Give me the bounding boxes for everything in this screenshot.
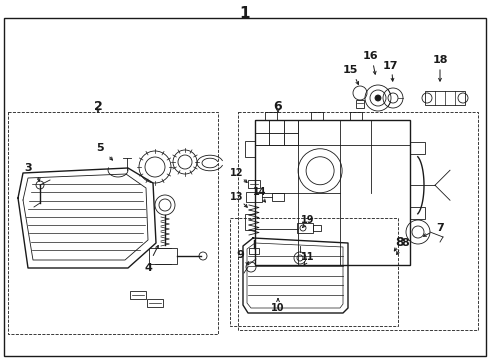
Text: 6: 6 [274, 100, 282, 113]
Text: 15: 15 [343, 65, 358, 75]
Bar [270, 132, 284, 145]
Bar [272, 193, 284, 201]
Bar [230, 218, 398, 326]
Bar [425, 91, 465, 105]
Circle shape [375, 95, 381, 101]
Bar [284, 120, 298, 132]
Bar [270, 120, 284, 132]
Bar [149, 248, 177, 264]
Text: 17: 17 [382, 61, 398, 71]
Text: 13: 13 [230, 192, 244, 202]
Bar [410, 142, 425, 154]
Bar [130, 291, 146, 299]
Text: 9: 9 [236, 250, 244, 260]
Text: 19: 19 [301, 215, 315, 225]
Bar [284, 132, 298, 145]
Bar [255, 120, 270, 132]
Text: 18: 18 [432, 55, 448, 65]
Bar [245, 213, 255, 230]
Bar [265, 112, 276, 120]
Bar [313, 225, 321, 231]
Bar [238, 112, 478, 330]
Text: 10: 10 [271, 303, 285, 313]
Text: 11: 11 [301, 252, 315, 262]
Bar [350, 112, 362, 120]
Bar [246, 192, 262, 202]
Bar [356, 100, 364, 108]
Text: 1: 1 [240, 5, 250, 21]
Bar [255, 132, 270, 145]
Text: 3: 3 [24, 163, 32, 173]
Text: 14: 14 [253, 187, 267, 197]
Bar [8, 112, 218, 334]
Text: 16: 16 [362, 51, 378, 61]
Text: 12: 12 [230, 168, 244, 178]
Text: 7: 7 [436, 223, 444, 233]
Text: 8: 8 [396, 237, 404, 249]
Text: 4: 4 [144, 263, 152, 273]
Text: 5: 5 [96, 143, 104, 153]
Bar [297, 223, 313, 233]
Text: 8: 8 [401, 238, 409, 248]
Bar [311, 112, 323, 120]
Bar [147, 299, 163, 307]
Bar [249, 248, 259, 254]
Text: 2: 2 [94, 100, 102, 113]
Bar [255, 120, 410, 265]
Bar [248, 180, 260, 188]
Bar [410, 207, 425, 219]
Bar [245, 141, 255, 157]
